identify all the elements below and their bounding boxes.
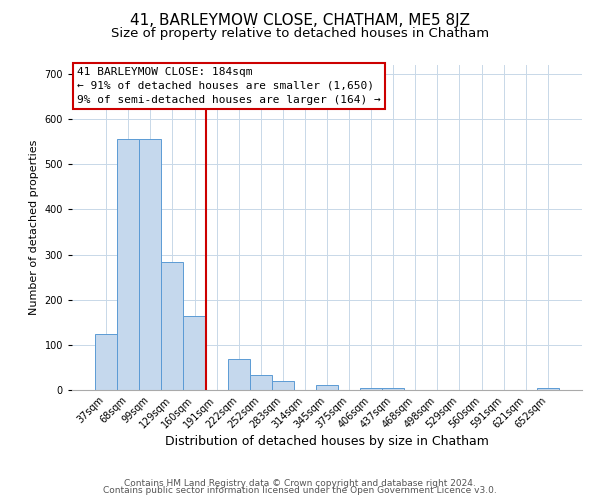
Bar <box>537 388 559 390</box>
Text: 41 BARLEYMOW CLOSE: 184sqm
← 91% of detached houses are smaller (1,650)
9% of se: 41 BARLEYMOW CLOSE: 184sqm ← 91% of deta… <box>77 66 381 104</box>
Bar <box>272 382 294 390</box>
Bar <box>227 360 250 390</box>
Bar <box>161 262 184 390</box>
Bar <box>139 140 161 390</box>
Bar <box>95 334 117 390</box>
Bar <box>382 388 404 390</box>
Bar <box>360 388 382 390</box>
Y-axis label: Number of detached properties: Number of detached properties <box>29 140 39 315</box>
X-axis label: Distribution of detached houses by size in Chatham: Distribution of detached houses by size … <box>165 436 489 448</box>
Bar <box>316 386 338 390</box>
Text: 41, BARLEYMOW CLOSE, CHATHAM, ME5 8JZ: 41, BARLEYMOW CLOSE, CHATHAM, ME5 8JZ <box>130 12 470 28</box>
Bar <box>117 138 139 390</box>
Text: Contains HM Land Registry data © Crown copyright and database right 2024.: Contains HM Land Registry data © Crown c… <box>124 478 476 488</box>
Text: Size of property relative to detached houses in Chatham: Size of property relative to detached ho… <box>111 28 489 40</box>
Bar <box>250 375 272 390</box>
Text: Contains public sector information licensed under the Open Government Licence v3: Contains public sector information licen… <box>103 486 497 495</box>
Bar <box>184 316 206 390</box>
